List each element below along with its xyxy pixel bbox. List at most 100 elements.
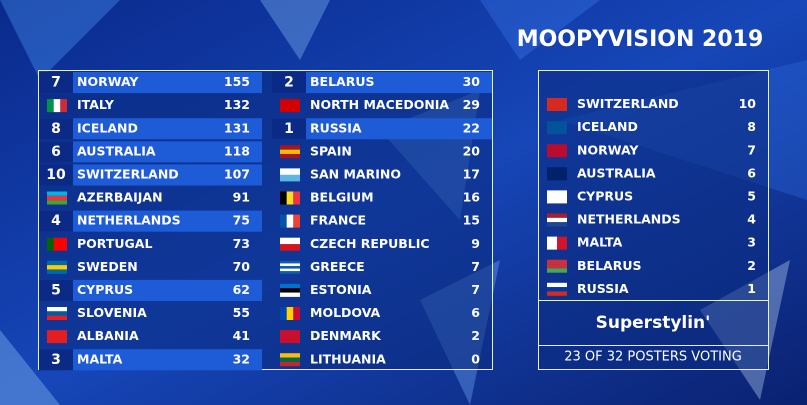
points-box bbox=[39, 210, 73, 232]
points-given: 6 bbox=[747, 165, 756, 180]
country-name: ICELAND bbox=[77, 120, 138, 135]
points-given: 10 bbox=[739, 96, 757, 111]
flag-stripe bbox=[47, 99, 54, 113]
flag-stripe bbox=[286, 214, 294, 228]
flag-stripe bbox=[547, 264, 567, 269]
row-highlight bbox=[39, 349, 262, 371]
flag-stripe bbox=[547, 144, 567, 158]
total-score: 20 bbox=[463, 143, 481, 158]
flag-stripe bbox=[280, 260, 300, 264]
points-awarded: 8 bbox=[51, 121, 61, 137]
flag-stripe bbox=[286, 191, 294, 205]
country-name: GREECE bbox=[310, 259, 365, 274]
country-name: AUSTRALIA bbox=[77, 143, 156, 158]
country-name: FRANCE bbox=[310, 213, 366, 228]
points-awarded: 2 bbox=[284, 75, 294, 91]
flag-stripe bbox=[547, 268, 567, 273]
row-highlight bbox=[39, 210, 262, 232]
flag-stripe bbox=[47, 311, 67, 316]
total-score: 30 bbox=[463, 74, 481, 89]
country-name: SPAIN bbox=[310, 143, 352, 158]
flag-stripe bbox=[53, 99, 61, 113]
total-score: 6 bbox=[471, 305, 480, 320]
flag-stripe bbox=[280, 153, 300, 159]
voter-country: SWITZERLAND bbox=[577, 96, 679, 111]
points-given: 3 bbox=[747, 235, 756, 250]
flag-stripe bbox=[280, 174, 300, 182]
total-score: 118 bbox=[224, 143, 250, 158]
flag-stripe bbox=[547, 259, 567, 265]
total-score: 91 bbox=[233, 190, 250, 205]
country-name: NORTH MACEDONIA bbox=[310, 97, 449, 112]
points-awarded: 1 bbox=[284, 121, 294, 137]
row-highlight bbox=[39, 141, 262, 163]
flag-stripe bbox=[280, 263, 300, 266]
total-score: 132 bbox=[224, 97, 250, 112]
country-name: RUSSIA bbox=[310, 120, 362, 135]
flag-stripe bbox=[547, 121, 567, 135]
total-score: 55 bbox=[233, 305, 250, 320]
country-name: MOLDOVA bbox=[310, 305, 381, 320]
country-name: SAN MARINO bbox=[310, 166, 401, 181]
country-name: ITALY bbox=[77, 97, 115, 112]
flag-stripe bbox=[547, 222, 567, 227]
points-box bbox=[272, 118, 306, 140]
flag-stripe bbox=[286, 307, 294, 320]
voter-country: RUSSIA bbox=[577, 281, 629, 296]
flag-stripe bbox=[47, 265, 67, 270]
flag-stripe bbox=[280, 145, 300, 150]
total-score: 155 bbox=[224, 74, 250, 89]
voter-country: NETHERLANDS bbox=[577, 212, 681, 227]
country-name: AZERBAIJAN bbox=[77, 190, 163, 205]
total-score: 73 bbox=[233, 236, 250, 251]
points-box bbox=[39, 72, 73, 94]
total-score: 0 bbox=[471, 351, 480, 366]
country-name: SWITZERLAND bbox=[77, 166, 179, 181]
country-name: BELGIUM bbox=[310, 190, 374, 205]
row-highlight bbox=[39, 164, 262, 186]
country-name: CYPRUS bbox=[77, 282, 133, 297]
flag-stripe bbox=[47, 260, 67, 266]
points-box bbox=[39, 279, 73, 301]
flag-stripe bbox=[53, 237, 61, 251]
title: MOOPYVISION 2019 bbox=[517, 27, 764, 52]
flag-stripe bbox=[47, 330, 67, 344]
country-name: SLOVENIA bbox=[77, 305, 147, 320]
row-highlight bbox=[39, 279, 262, 301]
flag-stripe bbox=[280, 244, 300, 251]
flag-stripe bbox=[47, 307, 67, 312]
flag-stripe bbox=[280, 330, 300, 344]
points-given: 5 bbox=[747, 188, 756, 203]
flag-stripe bbox=[280, 357, 300, 362]
voting-status: 23 OF 32 POSTERS VOTING bbox=[564, 350, 742, 365]
country-name: CZECH REPUBLIC bbox=[310, 236, 430, 251]
points-awarded: 7 bbox=[51, 75, 61, 91]
total-score: 32 bbox=[233, 351, 250, 366]
flag-stripe bbox=[280, 214, 287, 228]
total-score: 2 bbox=[471, 328, 480, 343]
points-awarded: 3 bbox=[51, 352, 61, 368]
flag-stripe bbox=[547, 98, 567, 111]
flag-stripe bbox=[60, 237, 67, 251]
country-name: DENMARK bbox=[310, 328, 382, 343]
total-score: 17 bbox=[463, 166, 480, 181]
voter-country: ICELAND bbox=[577, 119, 638, 134]
flag-stripe bbox=[280, 168, 300, 175]
points-box bbox=[39, 118, 73, 140]
voter-name: Superstylin' bbox=[596, 313, 711, 333]
flag-stripe bbox=[47, 195, 67, 201]
flag-stripe bbox=[547, 190, 567, 204]
flag-stripe bbox=[293, 307, 300, 320]
flag-stripe bbox=[47, 315, 67, 320]
flag-stripe bbox=[547, 167, 567, 181]
flag-stripe bbox=[280, 353, 300, 358]
flag-stripe bbox=[47, 269, 67, 274]
total-score: 22 bbox=[463, 120, 480, 135]
voter-country: CYPRUS bbox=[577, 188, 633, 203]
total-score: 7 bbox=[471, 282, 480, 297]
points-box bbox=[39, 349, 73, 371]
flag-stripe bbox=[47, 200, 67, 205]
voter-country: MALTA bbox=[577, 235, 623, 250]
